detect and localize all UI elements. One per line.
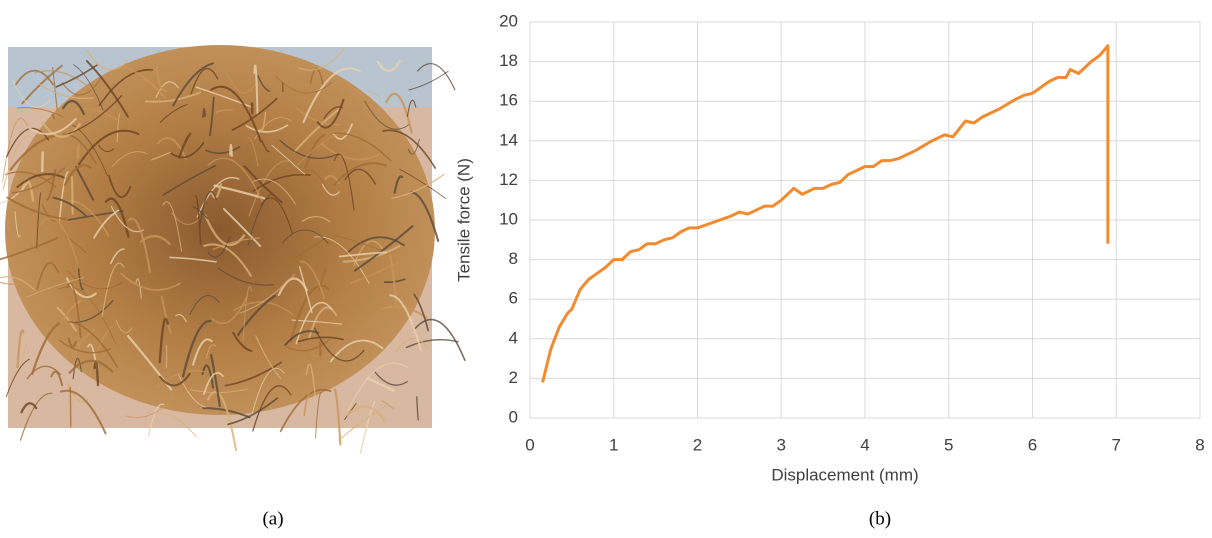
x-tick-label: 0: [525, 435, 534, 454]
y-tick-label: 16: [499, 91, 518, 110]
y-tick-label: 4: [509, 328, 518, 347]
y-tick-label: 12: [499, 170, 518, 189]
x-tick-label: 2: [693, 435, 702, 454]
y-axis-label: Tensile force (N): [454, 158, 473, 282]
y-tick-label: 10: [499, 209, 518, 228]
fiber-strand: [72, 177, 73, 214]
x-tick-label: 1: [609, 435, 618, 454]
y-tick-label: 18: [499, 51, 518, 70]
y-tick-label: 8: [509, 249, 518, 268]
fiber-photo: [0, 45, 465, 453]
x-tick-label: 3: [777, 435, 786, 454]
x-tick-label: 7: [1112, 435, 1121, 454]
y-tick-label: 6: [509, 289, 518, 308]
fiber-strand: [70, 387, 71, 427]
y-tick-label: 20: [499, 11, 518, 30]
x-tick-label: 4: [860, 435, 869, 454]
fiber-strand: [77, 144, 78, 158]
x-tick-label: 6: [1028, 435, 1037, 454]
data-line: [543, 46, 1108, 383]
x-tick-label: 8: [1195, 435, 1204, 454]
caption-b: (b): [869, 508, 891, 529]
y-tick-label: 0: [509, 407, 518, 426]
x-tick-label: 5: [944, 435, 953, 454]
x-axis-label: Displacement (mm): [771, 465, 918, 484]
fiber-strand: [230, 145, 231, 156]
caption-a: (a): [262, 508, 283, 529]
y-tick-label: 14: [499, 130, 518, 149]
y-tick-label: 2: [509, 368, 518, 387]
